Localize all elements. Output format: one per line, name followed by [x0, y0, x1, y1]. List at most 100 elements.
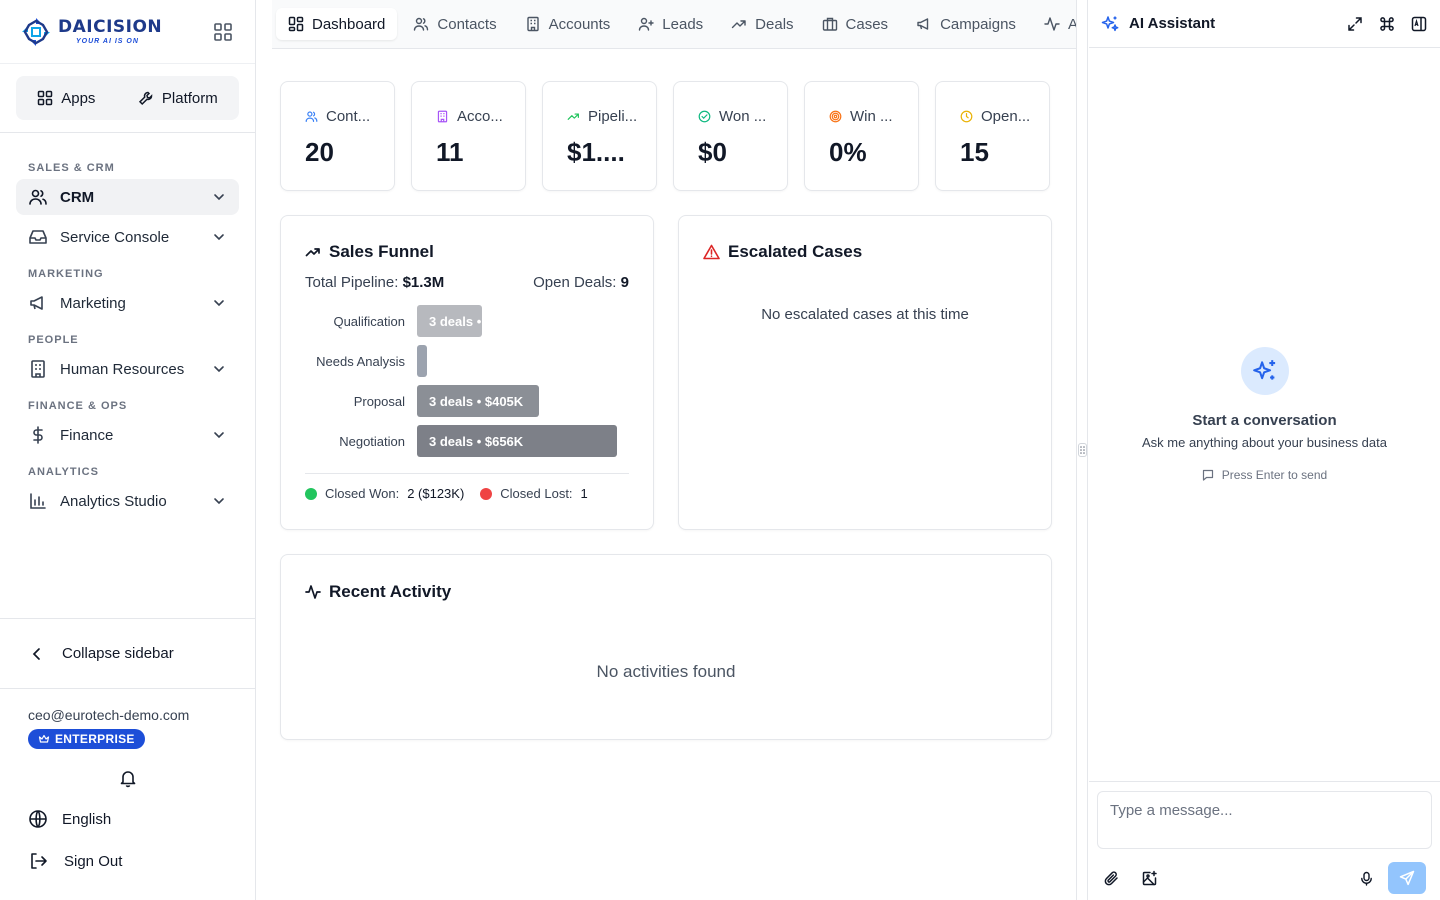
tab-label: Deals: [755, 15, 794, 33]
tab-campaigns[interactable]: Campaigns: [904, 8, 1028, 40]
escalated-cases-card: Escalated Cases No escalated cases at th…: [678, 215, 1052, 530]
stats-row: Cont... 20 Acco... 11 Pipeli... $1....: [280, 81, 1050, 191]
bar-chart-icon: [28, 491, 48, 511]
collapse-sidebar-button[interactable]: Collapse sidebar: [0, 619, 255, 689]
funnel-bar-label: 3 deals • $656K: [429, 433, 524, 449]
dollar-icon: [28, 425, 48, 445]
stat-card-accounts[interactable]: Acco... 11: [411, 81, 526, 191]
escalated-cases-title: Escalated Cases: [728, 242, 863, 261]
message-input[interactable]: [1097, 791, 1432, 849]
trending-up-icon: [731, 16, 747, 32]
microphone-icon[interactable]: [1359, 871, 1374, 886]
dashboard-icon: [288, 16, 304, 32]
sidebar-item-human-resources[interactable]: Human Resources: [16, 351, 239, 387]
expand-icon[interactable]: [1346, 15, 1364, 33]
tab-dashboard[interactable]: Dashboard: [276, 8, 398, 40]
funnel-stages: Qualification 3 deals • $258K Needs Anal…: [305, 301, 629, 461]
send-icon: [1399, 870, 1415, 886]
activity-icon: [1044, 16, 1060, 32]
building-icon: [28, 359, 48, 379]
grid-icon: [213, 22, 233, 42]
open-deals-value: 9: [620, 274, 629, 291]
stat-card-pipeline[interactable]: Pipeli... $1....: [542, 81, 657, 191]
tab-leads[interactable]: Leads: [626, 8, 715, 40]
user-email: ceo@eurotech-demo.com: [28, 707, 190, 723]
stat-card-win-rate[interactable]: Win ... 0%: [804, 81, 919, 191]
stat-label: Open...: [981, 108, 1031, 125]
message-icon: [1202, 469, 1214, 481]
stat-card-contacts[interactable]: Cont... 20: [280, 81, 395, 191]
chevron-down-icon: [211, 427, 227, 443]
sidebar-item-analytics-studio[interactable]: Analytics Studio: [16, 483, 239, 519]
chevron-left-icon: [28, 645, 46, 663]
tab-deals[interactable]: Deals: [719, 8, 805, 40]
sidebar-nav: SALES & CRM CRM Service Console MARKETIN…: [0, 133, 255, 519]
tab-cases[interactable]: Cases: [810, 8, 901, 40]
command-icon[interactable]: [1378, 15, 1396, 33]
plan-badge: ENTERPRISE: [28, 729, 145, 749]
dock-panel-icon[interactable]: [1410, 15, 1428, 33]
tab-label: Campaigns: [940, 15, 1016, 33]
stat-card-open[interactable]: Open... 15: [935, 81, 1050, 191]
ai-empty-state: Start a conversation Ask me anything abo…: [1089, 347, 1440, 482]
log-out-icon: [28, 851, 50, 871]
app-grid-button[interactable]: [211, 20, 235, 44]
target-icon: [829, 110, 842, 123]
tab-activities[interactable]: Activities: [1032, 8, 1076, 40]
building-icon: [525, 16, 541, 32]
sidebar-item-service-console[interactable]: Service Console: [16, 219, 239, 255]
image-plus-icon[interactable]: [1141, 870, 1158, 887]
grip-icon: [1078, 443, 1087, 457]
closed-won-label: Closed Won:: [325, 486, 400, 501]
funnel-stage[interactable]: Negotiation 3 deals • $656K: [305, 421, 629, 461]
lost-dot: [480, 487, 493, 500]
stat-value: $0: [698, 137, 727, 167]
paperclip-icon[interactable]: [1103, 870, 1120, 887]
notifications-button[interactable]: [0, 768, 255, 788]
funnel-outcomes: Closed Won: 2 ($123K) Closed Lost: 1: [305, 473, 629, 501]
brand-logo[interactable]: DAICISION YOUR AI IS ON: [20, 16, 162, 48]
main-content: Dashboard Contacts Accounts Leads Deals …: [256, 0, 1076, 900]
sign-out-button[interactable]: Sign Out: [0, 841, 255, 881]
bell-icon: [118, 768, 138, 788]
sidebar-item-label: Marketing: [60, 294, 126, 312]
sidebar-item-label: Finance: [60, 426, 114, 444]
platform-label: Platform: [161, 89, 218, 107]
trending-up-icon: [305, 244, 321, 260]
sidebar-item-label: Analytics Studio: [60, 492, 167, 510]
language-selector[interactable]: English: [0, 799, 255, 839]
tab-label: Accounts: [548, 15, 611, 33]
send-button[interactable]: [1388, 862, 1426, 894]
tab-accounts[interactable]: Accounts: [513, 8, 623, 40]
sidebar-item-marketing[interactable]: Marketing: [16, 285, 239, 321]
sidebar-item-crm[interactable]: CRM: [16, 179, 239, 215]
funnel-bar: 3 deals • $258K: [417, 305, 482, 337]
closed-won-value: 2 ($123K): [407, 486, 465, 501]
stat-value: 15: [960, 137, 989, 167]
platform-button[interactable]: Platform: [138, 90, 218, 107]
users-icon: [305, 110, 318, 123]
ai-assistant-panel: AI Assistant Start a conversation Ask me…: [1089, 0, 1440, 900]
funnel-stage[interactable]: Proposal 3 deals • $405K: [305, 381, 629, 421]
alert-triangle-icon: [703, 244, 720, 260]
sparkles-icon: [1240, 347, 1289, 395]
sidebar-item-finance[interactable]: Finance: [16, 417, 239, 453]
funnel-stage[interactable]: Needs Analysis: [305, 341, 629, 381]
users-icon: [28, 187, 48, 207]
stat-card-won[interactable]: Won ... $0: [673, 81, 788, 191]
tab-contacts[interactable]: Contacts: [401, 8, 508, 40]
tab-label: Contacts: [437, 15, 497, 33]
stat-label: Win ...: [850, 108, 893, 125]
escalated-empty-message: No escalated cases at this time: [761, 306, 969, 323]
grid-icon: [37, 90, 53, 106]
panel-resize-handle[interactable]: [1076, 0, 1088, 900]
clock-icon: [960, 110, 973, 123]
sign-out-label: Sign Out: [64, 852, 123, 870]
funnel-stage[interactable]: Qualification 3 deals • $258K: [305, 301, 629, 341]
tab-label: Leads: [662, 15, 704, 33]
apps-button[interactable]: Apps: [37, 90, 95, 107]
user-plus-icon: [638, 16, 654, 32]
section-sales-crm: SALES & CRM: [28, 162, 115, 174]
inbox-icon: [28, 227, 48, 247]
